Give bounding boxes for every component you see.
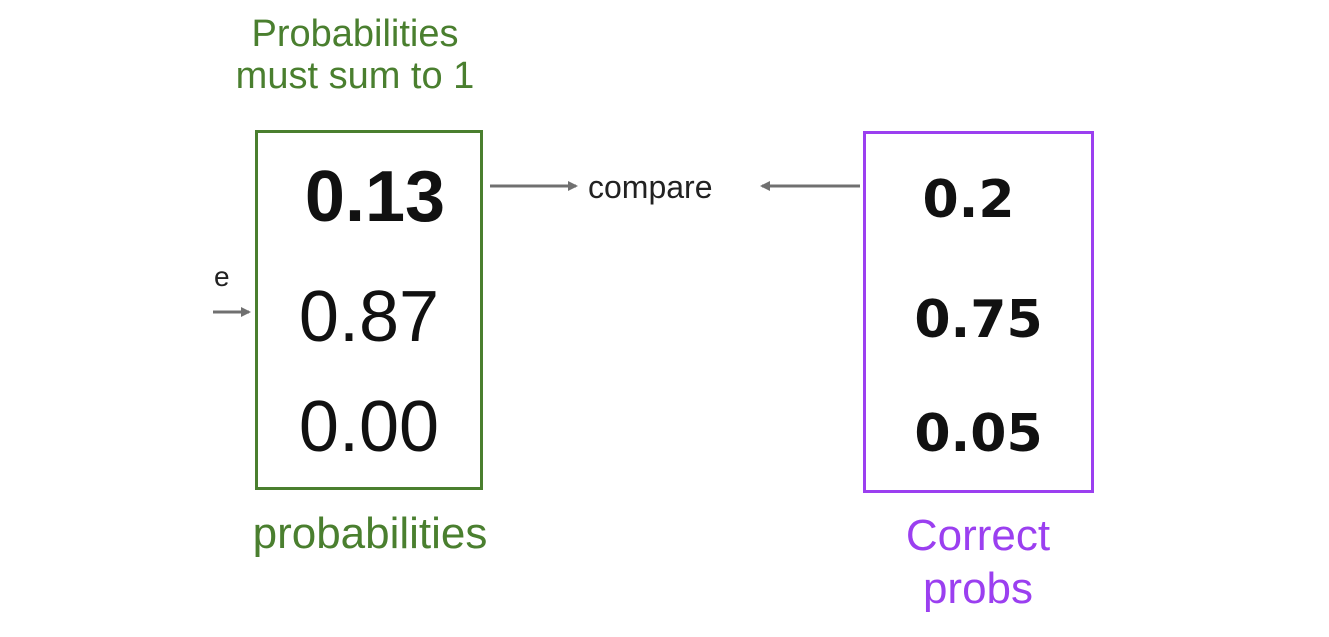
predicted-caption: probabilities [252,509,488,558]
predicted-value: 0.00 [298,387,440,467]
target-value: 0.2 [922,170,1015,230]
predicted-value: 0.87 [298,277,440,357]
target-value: 0.75 [914,290,1043,350]
target-caption-line-2: probs [922,563,1034,613]
input-label: e [214,261,230,292]
predicted-probabilities-box: 0.13 0.87 0.00 [255,130,483,490]
target-caption: Correct probs [860,510,1096,616]
target-caption-line-1: Correct [905,511,1051,560]
predicted-value: 0.13 [304,157,446,237]
constraint-label-line-2: must sum to 1 [235,54,475,97]
correct-probabilities-box: 0.2 0.75 0.05 [863,131,1094,493]
constraint-label: Probabilities must sum to 1 [195,13,515,98]
target-value: 0.05 [914,404,1043,464]
compare-label: compare [588,169,713,205]
constraint-label-line-1: Probabilities [251,13,459,55]
